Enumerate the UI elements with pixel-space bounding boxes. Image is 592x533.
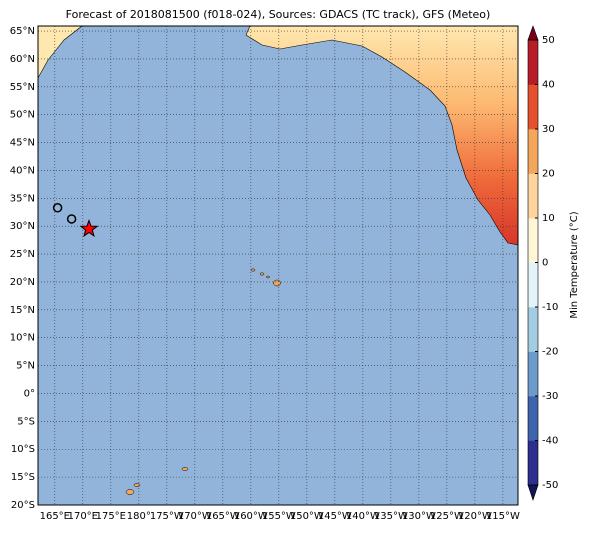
map-frame [37,25,519,506]
lat-label: 50°N [10,110,35,121]
track-point [66,214,77,224]
lon-label: 170°E [68,511,98,522]
colorbar-band [528,84,538,130]
colorbar-band [528,218,538,263]
lon-label: 180° [127,511,151,522]
colorbar-band [528,129,538,174]
colorbar-tick-label: -20 [542,347,558,358]
lat-label: 45°N [10,138,35,149]
colorbar-band [528,40,538,85]
colorbar-tick-label: -10 [542,302,558,313]
lat-label: 30°N [10,221,35,232]
lon-label: 120°W [458,511,492,522]
colorbar [527,25,539,501]
colorbar-band [528,351,538,397]
lon-label: 170°W [178,511,212,522]
colorbar-over [527,25,539,41]
north-america [245,25,519,246]
lon-label: 135°W [374,511,408,522]
colorbar-band [528,173,538,219]
lon-label: 165°W [206,511,240,522]
lat-label: 60°N [10,54,35,65]
lon-label: 140°W [346,511,380,522]
current-position [79,219,99,238]
colorbar-band [528,262,538,308]
lon-label: 150°W [290,511,324,522]
graticule [38,26,518,506]
track-point [52,203,63,213]
lat-label: 5°S [17,416,35,427]
lon-label: 160°W [234,511,268,522]
colorbar-band [528,440,538,486]
colorbar-tick-label: -50 [542,480,558,491]
ocean [38,26,518,505]
lat-label: 20°S [11,500,35,511]
lat-label: 40°N [10,165,35,176]
colorbar-band [528,396,538,441]
colorbar-under [527,484,539,501]
lat-label: 25°N [10,249,35,260]
lon-label: 115°W [486,511,520,522]
colorbar-band [528,307,538,352]
lat-label: 20°N [10,277,35,288]
colorbar-tick-label: 40 [542,80,555,91]
colorbar-tick-label: 20 [542,169,555,180]
colorbar-label: Min Temperature (°C) [569,211,580,318]
lat-label: 10°N [10,333,35,344]
lat-label: 55°N [10,82,35,93]
lon-label: 155°W [262,511,296,522]
colorbar-tick-label: 30 [542,124,555,135]
colorbar-tick-label: 10 [542,213,555,224]
lat-label: 15°N [10,305,35,316]
lon-label: 165°E [40,511,70,522]
colorbar-tick-label: -40 [542,436,558,447]
map-title: Forecast of 2018081500 (f018-024), Sourc… [66,8,491,21]
lon-label: 145°W [318,511,352,522]
lon-label: 175°W [150,511,184,522]
lat-label: 65°N [10,26,35,37]
lat-label: 10°S [11,444,35,455]
lat-label: 5°N [16,361,35,372]
colorbar-tick-label: -30 [542,391,558,402]
islands [125,268,281,495]
colorbar-tick-label: 0 [542,258,548,269]
lon-label: 175°E [96,511,126,522]
lon-label: 125°W [430,511,464,522]
colorbar-tick-label: 50 [542,35,555,46]
lon-label: 130°W [402,511,436,522]
lat-label: 35°N [10,193,35,204]
lat-label: 15°S [11,472,35,483]
lat-label: 0° [24,388,35,399]
